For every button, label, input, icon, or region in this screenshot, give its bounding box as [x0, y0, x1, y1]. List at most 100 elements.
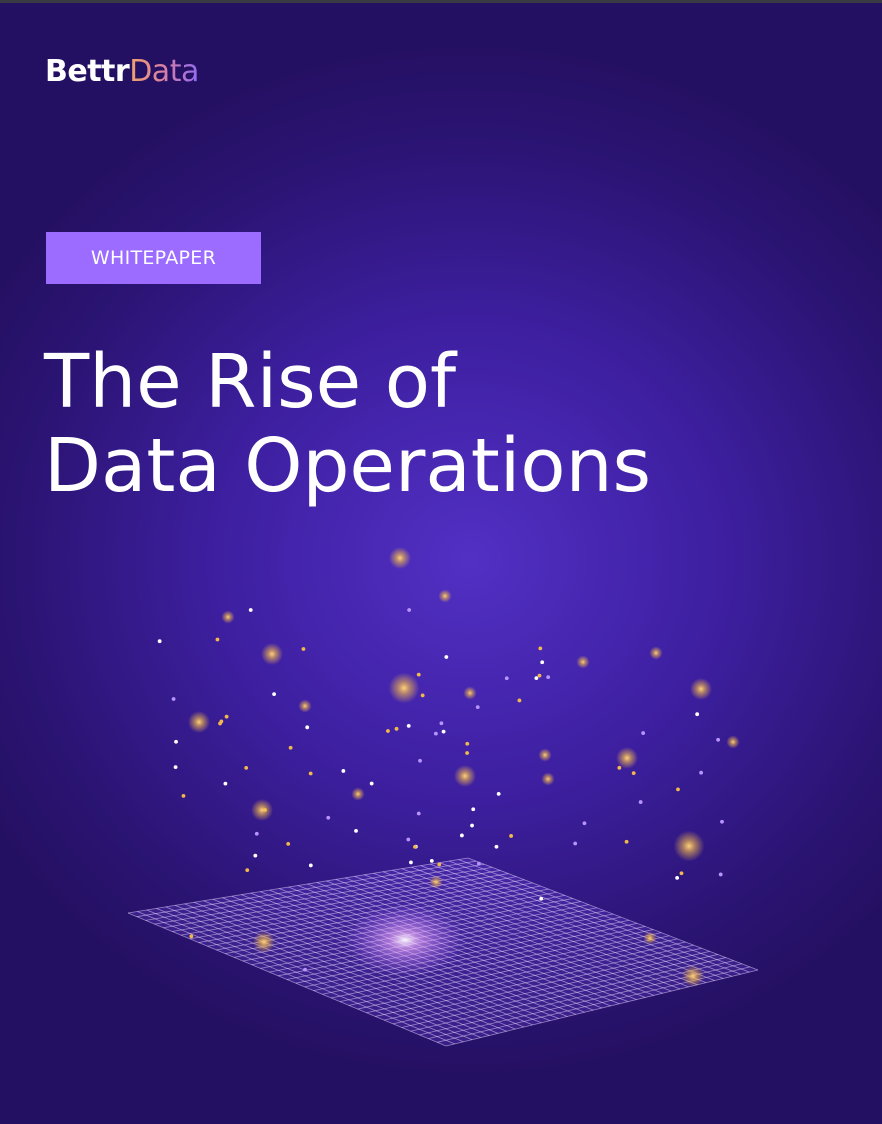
grid-line — [401, 954, 718, 1028]
particle-dot — [272, 692, 276, 696]
title-line-2: Data Operations — [44, 423, 652, 509]
glow-particle — [541, 772, 555, 786]
particle-dot — [540, 660, 545, 665]
glow-particle — [351, 787, 365, 801]
glow-particle — [463, 686, 477, 700]
particle-dot — [407, 608, 412, 612]
particle-dot — [631, 771, 636, 776]
glow-particle — [188, 711, 210, 733]
particle-dot — [465, 751, 469, 755]
particle-dot — [695, 712, 700, 717]
particle-dot — [253, 853, 258, 858]
particle-dot — [369, 781, 374, 786]
particle-dot — [720, 819, 724, 824]
glow-particle — [616, 747, 638, 769]
particle-dot — [420, 693, 425, 698]
particle-dot — [496, 791, 501, 796]
data-grid-particles-illustration — [127, 547, 759, 1047]
glow-particle — [454, 765, 476, 787]
particle-dot — [171, 697, 176, 701]
particle-dot — [582, 821, 587, 826]
particle-dot — [157, 639, 162, 644]
particle-dot — [624, 839, 629, 844]
grid-line — [392, 950, 710, 1025]
logo-bettr-text: Bettr — [45, 54, 130, 89]
glow-particle — [389, 547, 411, 569]
particle-dot — [546, 675, 551, 679]
particle-dot — [189, 934, 194, 939]
grid-line — [448, 860, 741, 975]
glow-particle — [429, 875, 443, 889]
particle-dot — [181, 793, 186, 798]
particle-dot — [174, 739, 178, 744]
particle-dot — [509, 834, 514, 838]
particle-dot — [286, 841, 291, 846]
particle-dot — [534, 676, 539, 681]
particle-dot — [494, 844, 499, 849]
particle-dot — [538, 646, 543, 651]
particle-dot — [617, 765, 622, 770]
particle-dot — [354, 828, 358, 833]
particle-dot — [699, 770, 704, 775]
particle-dot — [476, 861, 481, 866]
particle-dot — [504, 676, 509, 681]
particle-dot — [254, 831, 259, 836]
particle-dot — [641, 731, 646, 735]
particle-dot — [439, 721, 444, 726]
particle-dot — [638, 800, 643, 804]
glow-particle — [643, 931, 657, 945]
grid-line — [410, 957, 726, 1032]
particle-dot — [413, 844, 417, 849]
particle-dot — [433, 731, 438, 736]
particle-dot — [301, 647, 306, 651]
glow-particle — [538, 748, 552, 762]
particle-dot — [471, 807, 476, 812]
particle-dot — [676, 787, 680, 792]
particle-dot — [437, 862, 442, 867]
particle-dot — [416, 672, 421, 677]
logo-data-text: Data — [129, 54, 199, 89]
particle-dot — [444, 655, 449, 659]
particle-dot — [475, 705, 480, 710]
particle-dot — [305, 725, 310, 730]
particle-dot — [223, 781, 228, 786]
particle-dot — [573, 841, 578, 846]
grid-line — [445, 969, 759, 1047]
particle-dot — [219, 719, 224, 724]
title-line-1: The Rise of — [44, 339, 457, 425]
particle-dot — [409, 860, 413, 865]
particle-dot — [341, 769, 346, 773]
grid-line — [439, 862, 733, 977]
grid-line — [467, 857, 759, 971]
particle-dot — [326, 815, 331, 820]
glow-particle — [673, 830, 705, 862]
glow-particle — [253, 931, 275, 953]
particle-dot — [465, 741, 470, 746]
particle-dot — [173, 765, 178, 770]
whitepaper-badge: WHITEPAPER — [46, 232, 261, 284]
glow-particle — [221, 610, 235, 624]
particle-dot — [459, 833, 464, 838]
glow-particle — [298, 699, 312, 713]
grid-line — [420, 865, 715, 981]
glow-particle — [576, 655, 590, 669]
page-title: The Rise of Data Operations — [44, 340, 844, 508]
top-edge-line — [0, 0, 882, 3]
particle-dot — [679, 871, 684, 876]
glow-particle — [438, 589, 452, 603]
particle-dot — [386, 729, 390, 733]
glow-particle — [649, 646, 663, 660]
glow-particle — [251, 799, 273, 821]
particle-dot — [245, 868, 250, 873]
brand-logo: BettrData — [45, 52, 199, 92]
glow-particle — [261, 643, 283, 665]
glow-particle — [726, 735, 740, 749]
particle-dot — [517, 698, 522, 703]
particle-dot — [429, 859, 434, 863]
particle-dot — [288, 745, 293, 750]
particle-dot — [308, 863, 313, 868]
particle-dot — [248, 608, 253, 612]
glow-particle — [388, 672, 420, 704]
particle-dot — [394, 726, 399, 731]
